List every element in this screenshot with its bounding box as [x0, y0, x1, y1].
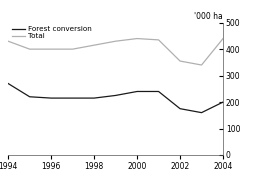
Forest conversion — [50, 97, 53, 99]
Total — [157, 39, 160, 41]
Forest conversion — [221, 101, 225, 103]
Legend: Forest conversion, Total: Forest conversion, Total — [12, 26, 91, 40]
Total — [221, 37, 225, 40]
Total — [135, 37, 139, 40]
Forest conversion — [114, 94, 117, 97]
Forest conversion — [7, 82, 10, 85]
Forest conversion — [200, 112, 203, 114]
Total — [114, 40, 117, 42]
Text: '000 ha: '000 ha — [194, 12, 223, 21]
Line: Forest conversion: Forest conversion — [8, 84, 223, 113]
Total — [28, 48, 31, 50]
Total — [50, 48, 53, 50]
Total — [7, 40, 10, 42]
Total — [92, 44, 96, 46]
Total — [178, 60, 182, 62]
Line: Total: Total — [8, 39, 223, 65]
Forest conversion — [71, 97, 74, 99]
Forest conversion — [92, 97, 96, 99]
Forest conversion — [28, 96, 31, 98]
Total — [71, 48, 74, 50]
Forest conversion — [135, 90, 139, 93]
Total — [200, 64, 203, 66]
Forest conversion — [157, 90, 160, 93]
Forest conversion — [178, 108, 182, 110]
